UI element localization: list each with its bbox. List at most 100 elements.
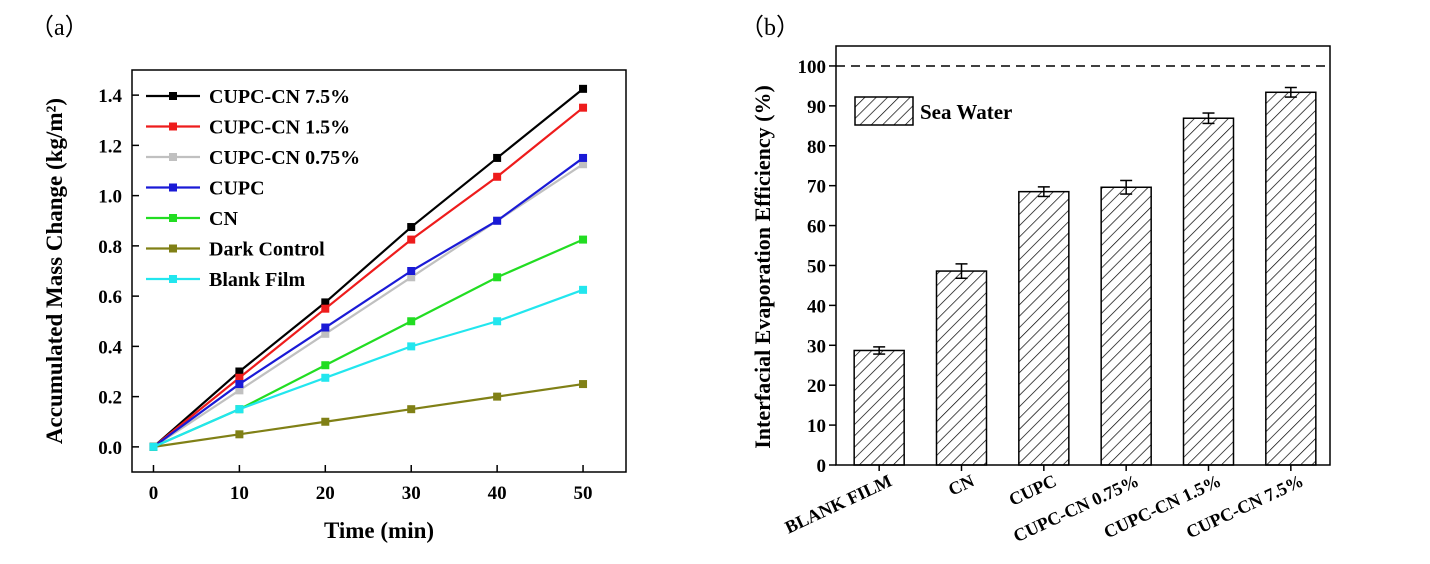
bar [935, 270, 988, 466]
data-point [321, 298, 330, 307]
data-point [235, 405, 244, 414]
series-line [152, 87, 584, 448]
panel-b-y-axis-label: Interfacial Evaporation Efficiency (%) [750, 85, 775, 449]
x-tick-label: 50 [574, 483, 593, 504]
legend-item: CUPC [146, 178, 265, 200]
data-point [321, 304, 330, 313]
data-point [493, 273, 502, 282]
series-line [152, 157, 584, 448]
data-point [579, 380, 588, 389]
data-point [579, 153, 588, 162]
bar [1265, 91, 1317, 466]
series-line [153, 382, 584, 448]
legend-swatch [854, 96, 914, 126]
panel-a-axes: 0 10 20 30 40 50 0.0 0.2 0.4 0.6 0.8 1.0 1.2 1.4 [98, 86, 592, 504]
data-point [321, 329, 330, 338]
data-point [149, 442, 158, 451]
legend-swatch-marker [169, 244, 177, 253]
data-point [321, 417, 330, 426]
x-tick-label: 0 [149, 483, 159, 504]
y-tick-label: 0.6 [98, 287, 122, 308]
data-point [407, 223, 416, 232]
panel-a: （a） 0 10 20 30 40 500.00.20.40.60.81.01.21.4 … [30, 15, 627, 543]
data-point [321, 361, 330, 370]
y-tick-label: 80 [807, 137, 826, 158]
data-point [235, 380, 244, 389]
bar [1018, 190, 1070, 466]
error-bar [955, 263, 968, 279]
legend-swatch-marker [169, 153, 177, 161]
legend-swatch-marker [169, 214, 177, 222]
x-tick-label: CN [945, 470, 977, 499]
panel-a-legend: CUPC-CN 7.5% CUPC-CN 1.5% CUPC-CN 0.75% CUP… [146, 86, 360, 291]
y-tick-label: 0.8 [98, 237, 122, 258]
y-tick-label: 0 [817, 456, 827, 477]
panel-a-x-axis-label: Time (min) [324, 518, 434, 543]
legend-item: CN [146, 208, 238, 230]
data-point [493, 392, 502, 401]
y-tick-label: 90 [807, 97, 826, 118]
panel-a-plot-area [149, 84, 588, 451]
panel-b-frame [835, 45, 1331, 466]
error-bar [873, 346, 886, 355]
y-tick-label: 20 [807, 376, 826, 397]
y-tick-label: 0.4 [98, 337, 122, 358]
panel-b-legend: Sea Water [854, 96, 1012, 126]
data-point [579, 103, 588, 112]
x-tick-label: BLANK FILM [782, 470, 895, 537]
data-point [235, 386, 244, 395]
error-bar [1284, 86, 1297, 98]
x-tick-label: 30 [402, 483, 421, 504]
legend-swatch-marker [169, 183, 177, 192]
data-point [407, 342, 416, 351]
data-point [493, 216, 502, 225]
y-tick-label: 0.0 [98, 438, 122, 459]
y-tick-label: 10 [807, 416, 826, 437]
series-line [152, 163, 584, 448]
y-tick-label: 1.0 [98, 187, 122, 208]
y-tick-label: 60 [807, 217, 826, 238]
legend-swatch-marker [169, 92, 177, 100]
legend-swatch-marker [169, 275, 177, 283]
legend-label: CUPC [209, 178, 265, 200]
y-tick-label: 1.2 [98, 136, 122, 157]
bar [1182, 117, 1235, 466]
series-line [153, 288, 584, 448]
series-dark-control [149, 380, 588, 451]
data-point [407, 405, 416, 414]
error-bar [1202, 112, 1215, 125]
data-point [321, 323, 330, 332]
x-tick-label: 20 [316, 483, 335, 504]
data-point [493, 153, 502, 162]
legend-label: Dark Control [209, 239, 325, 261]
data-point [235, 430, 244, 439]
data-point [407, 235, 416, 244]
bar [853, 349, 905, 466]
series-blank-film [149, 285, 588, 451]
legend-label: CUPC-CN 0.75% [209, 147, 360, 169]
y-tick-label: 50 [807, 256, 826, 277]
panel-a-label: （a） [30, 15, 89, 41]
y-tick-label: 70 [807, 177, 826, 198]
legend-item: CUPC-CN 7.5% [146, 86, 350, 108]
legend-item: Blank Film [146, 269, 305, 291]
data-point [493, 317, 502, 326]
y-tick-label: 1.4 [98, 86, 122, 107]
data-point [579, 84, 588, 93]
y-tick-label: 100 [798, 57, 827, 78]
legend-item: Dark Control [146, 239, 325, 261]
legend-label: CN [209, 208, 238, 230]
data-point [579, 285, 588, 294]
panel-b-label: （b） [740, 15, 800, 41]
data-point [235, 373, 244, 382]
x-tick-label: 40 [488, 483, 507, 504]
legend-swatch-marker [169, 122, 177, 131]
y-tick-label: 0.2 [98, 388, 122, 409]
legend-item: Sea Water [854, 96, 1012, 126]
legend-label: Sea Water [920, 100, 1012, 124]
data-point [407, 273, 416, 282]
panel-a-y-axis-label: Accumulated Mass Change (kg/m²) [42, 98, 67, 444]
data-point [407, 317, 416, 326]
y-tick-label: 30 [807, 336, 826, 357]
